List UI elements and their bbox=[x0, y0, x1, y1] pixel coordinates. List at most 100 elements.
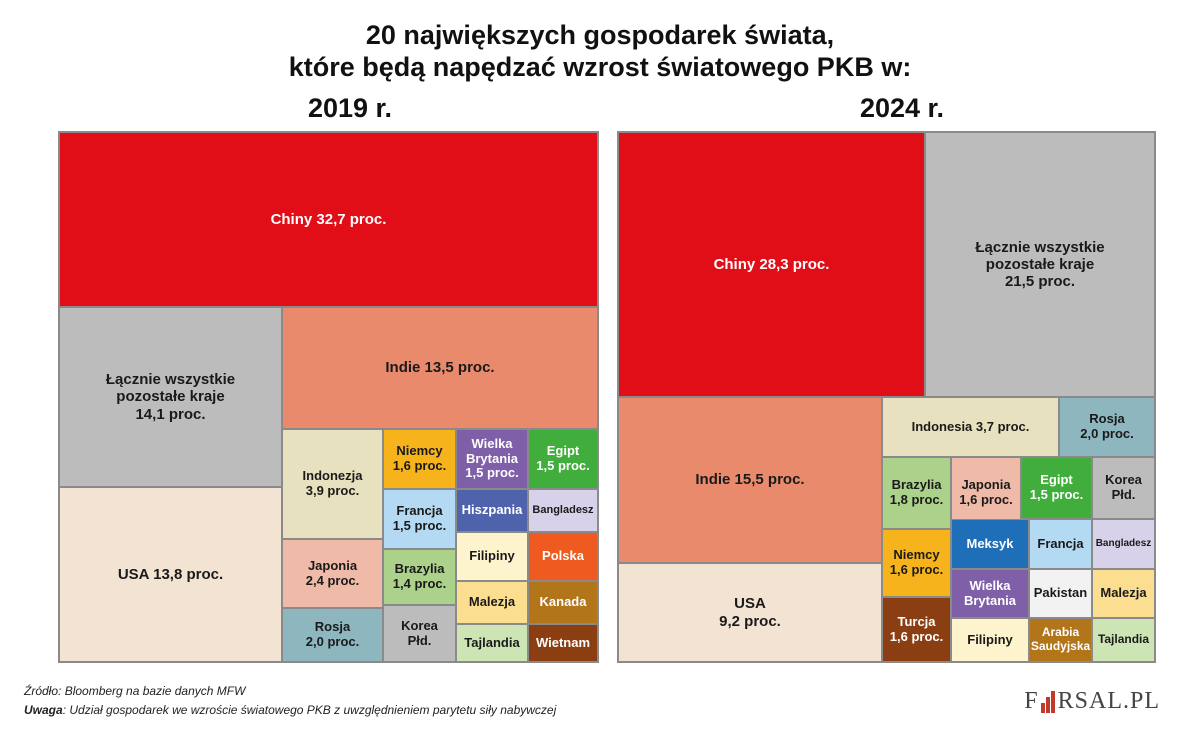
year-label-2024: 2024 r. bbox=[859, 93, 945, 123]
tile-label: Bangladesz bbox=[532, 504, 594, 517]
tile-label: Tajlandia bbox=[1097, 632, 1150, 647]
method-note: Uwaga: Udział gospodarek we wzroście świ… bbox=[24, 702, 556, 718]
tile-2024-meksyk: Meksyk bbox=[951, 519, 1029, 569]
tile-2019-bangladesz: Bangladesz bbox=[528, 489, 598, 532]
tile-2019-chiny: Chiny 32,7 proc. bbox=[59, 132, 598, 307]
tile-2019-rosja: Rosja 2,0 proc. bbox=[282, 608, 383, 662]
tile-label: Francja bbox=[1037, 535, 1084, 551]
tile-label: Indie 15,5 proc. bbox=[695, 471, 805, 489]
source-label: Źródło: bbox=[24, 684, 62, 698]
tile-label: Arabia Saudyjska bbox=[1030, 625, 1091, 653]
tile-2019-wielka-brytania: Wielka Brytania 1,5 proc. bbox=[456, 429, 528, 489]
tile-label: Rosja 2,0 proc. bbox=[305, 619, 360, 649]
treemap-2019: Chiny 32,7 proc. Łącznie wszystkie pozosta… bbox=[58, 131, 599, 663]
tile-2019-indie: Indie 13,5 proc. bbox=[282, 307, 598, 429]
tile-label: Filipiny bbox=[469, 548, 515, 564]
tile-2024-brazylia: Brazylia 1,8 proc. bbox=[882, 457, 951, 529]
tile-2019-francja: Francja 1,5 proc. bbox=[383, 489, 456, 549]
tile-2019-wietnam: Wietnam bbox=[528, 624, 598, 662]
tile-2024-filipiny: Filipiny bbox=[951, 618, 1029, 662]
tile-2024-indonesia: Indonesia 3,7 proc. bbox=[882, 397, 1059, 457]
note-text: : Udział gospodarek we wzroście światowe… bbox=[62, 703, 557, 717]
tile-label: Korea Płd. bbox=[401, 617, 438, 648]
tile-label: Polska bbox=[542, 548, 584, 564]
tile-2024-korea-pld: Korea Płd. bbox=[1092, 457, 1155, 519]
tile-label: Wielka Brytania 1,5 proc. bbox=[465, 435, 519, 481]
tile-2019-brazylia: Brazylia 1,4 proc. bbox=[383, 549, 456, 605]
tile-label: USA 9,2 proc. bbox=[719, 595, 781, 630]
tile-label: Wielka Brytania bbox=[963, 577, 1017, 608]
tile-2024-indie: Indie 15,5 proc. bbox=[618, 397, 882, 563]
tile-label: Hiszpania bbox=[461, 502, 523, 518]
tile-label: Rosja 2,0 proc. bbox=[1080, 411, 1134, 441]
tile-label: Brazylia 1,4 proc. bbox=[392, 561, 447, 591]
tile-label: Wietnam bbox=[535, 634, 591, 650]
tile-2019-filipiny: Filipiny bbox=[456, 532, 528, 581]
tile-label: Kanada bbox=[539, 594, 587, 610]
tile-2024-francja: Francja bbox=[1029, 519, 1092, 569]
tile-2024-egipt: Egipt 1,5 proc. bbox=[1021, 457, 1092, 519]
tile-2024-malezja: Malezja bbox=[1092, 569, 1155, 618]
tile-label: Pakistan bbox=[1033, 585, 1088, 601]
tile-2024-wielka-brytania: Wielka Brytania bbox=[951, 569, 1029, 618]
tile-2024-japonia: Japonia 1,6 proc. bbox=[951, 457, 1021, 529]
tile-2019-malezja: Malezja bbox=[456, 581, 528, 624]
tile-2019-egipt: Egipt 1,5 proc. bbox=[528, 429, 598, 489]
tile-label: Malezja bbox=[1100, 585, 1147, 601]
tile-label: Turcja 1,6 proc. bbox=[889, 613, 944, 644]
chart-title-line-2: które będą napędzać wzrost światowego PK… bbox=[288, 52, 912, 82]
source-note: Źródło: Bloomberg na bazie danych MFW bbox=[24, 683, 245, 699]
tile-2024-arabia-saudyjska: Arabia Saudyjska bbox=[1029, 618, 1092, 662]
tile-2019-lacznie-wszystkie-pozostale-kraje: Łącznie wszystkie pozostałe kraje 14,1 pro… bbox=[59, 307, 282, 487]
tile-2024-usa: USA 9,2 proc. bbox=[618, 563, 882, 662]
tile-2019-tajlandia: Tajlandia bbox=[456, 624, 528, 662]
tile-2024-chiny: Chiny 28,3 proc. bbox=[618, 132, 925, 397]
tile-2024-tajlandia: Tajlandia bbox=[1092, 618, 1155, 662]
tile-label: Łącznie wszystkie pozostałe kraje 14,1 pro… bbox=[105, 371, 236, 423]
tile-label: Japonia 2,4 proc. bbox=[305, 557, 360, 588]
tile-2019-niemcy: Niemcy 1,6 proc. bbox=[383, 429, 456, 489]
logo-text-left: F bbox=[1024, 688, 1039, 714]
logo-bars-icon bbox=[1040, 690, 1056, 713]
tile-label: Bangladesz bbox=[1095, 538, 1152, 550]
tile-2019-hiszpania: Hiszpania bbox=[456, 489, 528, 532]
tile-label: Meksyk bbox=[966, 535, 1014, 551]
tile-label: Indie 13,5 proc. bbox=[385, 359, 495, 377]
tile-label: Francja 1,5 proc. bbox=[392, 503, 447, 533]
chart-title-line-1: 20 największych gospodarek świata, bbox=[365, 20, 835, 50]
tile-2019-polska: Polska bbox=[528, 532, 598, 581]
treemap-2024: Chiny 28,3 proc. Łącznie wszystkie pozosta… bbox=[617, 131, 1156, 663]
tile-2024-lacznie-wszystkie-pozostale-kraje: Łącznie wszystkie pozostałe kraje 21,5 pro… bbox=[925, 132, 1155, 397]
tile-label: Filipiny bbox=[967, 631, 1013, 647]
tile-label: Łącznie wszystkie pozostałe kraje 21,5 pro… bbox=[975, 238, 1105, 291]
tile-label: Malezja bbox=[468, 594, 516, 610]
year-label-2019: 2019 r. bbox=[307, 93, 393, 123]
tile-label: Egipt 1,5 proc. bbox=[536, 443, 590, 473]
tile-label: Indonezja 3,9 proc. bbox=[302, 468, 363, 498]
tile-2019-indonezja: Indonezja 3,9 proc. bbox=[282, 429, 383, 539]
tile-2019-japonia: Japonia 2,4 proc. bbox=[282, 539, 383, 608]
tile-2024-niemcy: Niemcy 1,6 proc. bbox=[882, 529, 951, 597]
tile-2019-korea-pld: Korea Płd. bbox=[383, 605, 456, 662]
tile-label: Chiny 28,3 proc. bbox=[713, 255, 830, 273]
tile-label: Japonia 1,6 proc. bbox=[959, 477, 1013, 507]
tile-label: Korea Płd. bbox=[1105, 472, 1142, 502]
tile-label: Brazylia 1,8 proc. bbox=[889, 477, 944, 507]
tile-2024-pakistan: Pakistan bbox=[1029, 569, 1092, 618]
forsal-logo: F RSAL.PL bbox=[1024, 688, 1160, 715]
source-text: Bloomberg na bazie danych MFW bbox=[61, 684, 246, 698]
tile-label: Tajlandia bbox=[464, 634, 520, 650]
tile-label: USA 13,8 proc. bbox=[117, 565, 224, 583]
tile-2024-bangladesz: Bangladesz bbox=[1092, 519, 1155, 569]
tile-label: Chiny 32,7 proc. bbox=[270, 210, 387, 228]
logo-text-right: RSAL.PL bbox=[1057, 688, 1160, 714]
tile-2019-kanada: Kanada bbox=[528, 581, 598, 624]
tile-label: Niemcy 1,6 proc. bbox=[889, 547, 944, 577]
tile-label: Indonesia 3,7 proc. bbox=[911, 418, 1030, 434]
tile-2024-rosja: Rosja 2,0 proc. bbox=[1059, 397, 1155, 457]
note-label: Uwaga bbox=[24, 703, 63, 717]
tile-label: Niemcy 1,6 proc. bbox=[392, 443, 447, 473]
tile-2019-usa: USA 13,8 proc. bbox=[59, 487, 282, 662]
tile-2024-turcja: Turcja 1,6 proc. bbox=[882, 597, 951, 662]
tile-label: Egipt 1,5 proc. bbox=[1029, 472, 1084, 502]
